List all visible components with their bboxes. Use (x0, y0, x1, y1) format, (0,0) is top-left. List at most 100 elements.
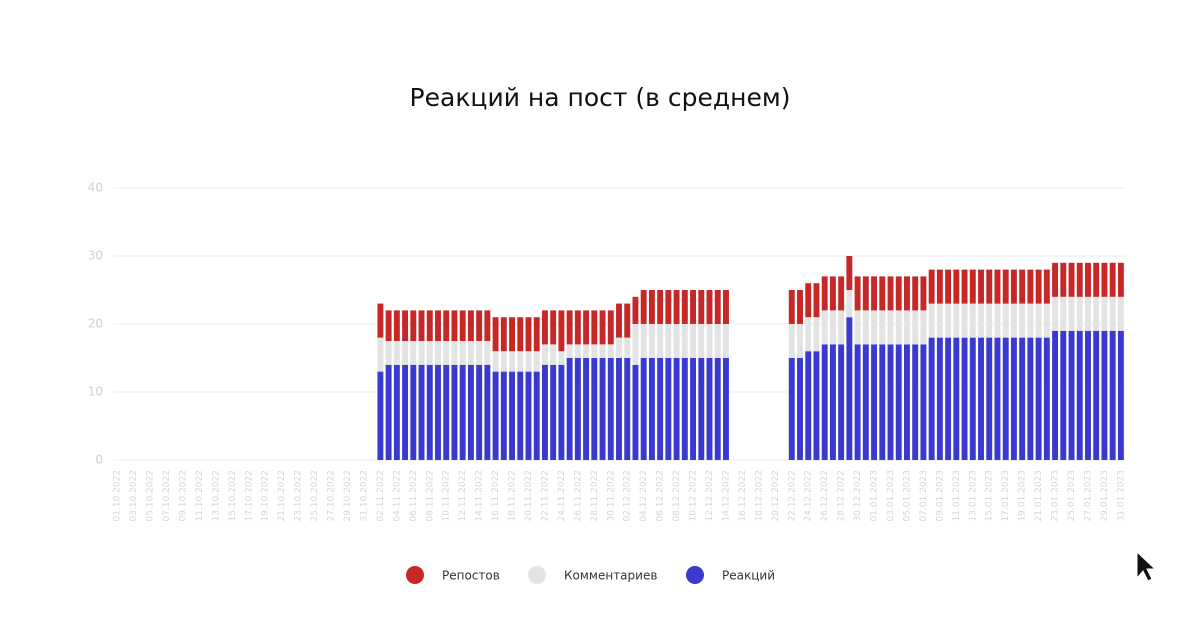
bar-segment (895, 310, 902, 345)
bar-segment (435, 310, 441, 341)
bar-segment (1085, 296, 1091, 331)
bar-segment (690, 358, 697, 460)
bar-segment (846, 290, 853, 318)
bar-segment (854, 276, 861, 311)
bar-segment (887, 310, 894, 345)
bar-segment (451, 310, 458, 341)
chart-title: Реакций на пост (в среднем) (410, 83, 791, 112)
bar-segment (558, 310, 565, 352)
bar-segment (829, 344, 836, 460)
bar-segment (566, 310, 573, 345)
bar-segment (871, 276, 878, 311)
bar-segment (961, 269, 968, 304)
bar-segment (484, 341, 491, 365)
x-tick-label: 13.01.2023 (968, 470, 978, 522)
bar-segment (550, 344, 557, 365)
bar-segment (953, 337, 960, 460)
bar-segment (1093, 330, 1100, 460)
bar-segment (961, 303, 968, 338)
bar-segment (583, 344, 590, 358)
x-tick-label: 04.11.2022 (392, 470, 402, 522)
bar-segment (426, 364, 433, 460)
bar-segment (862, 310, 869, 345)
bar-segment (986, 337, 993, 460)
bar-segment (1035, 337, 1042, 460)
bar-segment (1010, 337, 1017, 460)
bar-segment (1068, 262, 1075, 297)
x-tick-label: 29.01.2023 (1100, 470, 1110, 522)
x-tick-label: 21.10.2022 (277, 470, 287, 522)
bar-segment (673, 358, 680, 460)
bar-segment (459, 364, 466, 460)
bar-segment (648, 358, 655, 460)
bar-segment (484, 364, 491, 460)
x-tick-label: 20.11.2022 (524, 470, 534, 522)
bar-segment (533, 317, 540, 352)
y-tick-label: 20 (88, 317, 103, 331)
bar-segment (994, 303, 1001, 338)
bar-segment (1043, 269, 1050, 304)
x-tick-label: 10.11.2022 (442, 470, 452, 522)
bar-segment (517, 371, 524, 460)
x-tick-label: 12.12.2022 (705, 470, 715, 522)
bar-segment (978, 303, 984, 338)
bar-segment (788, 290, 795, 324)
x-tick-label: 31.10.2022 (359, 470, 369, 522)
x-tick-label: 03.01.2023 (886, 470, 896, 522)
bar-segment (484, 310, 491, 341)
bar-segment (435, 364, 441, 460)
bar-segment (978, 269, 984, 304)
bar-segment (435, 341, 441, 365)
legend-label: Комментариев (564, 569, 657, 583)
x-tick-label: 01.01.2023 (870, 470, 880, 522)
x-tick-label: 17.10.2022 (244, 470, 254, 522)
x-tick-label: 17.01.2023 (1001, 470, 1011, 522)
bar-segment (895, 344, 902, 460)
bar-segment (451, 364, 458, 460)
x-tick-label: 06.12.2022 (656, 470, 666, 522)
bar-segment (714, 324, 721, 358)
x-tick-label: 02.11.2022 (376, 470, 386, 522)
bar-segment (500, 351, 507, 372)
bar-segment (1019, 303, 1026, 338)
bar-segment (912, 276, 919, 311)
x-tick-label: 16.11.2022 (491, 470, 501, 522)
bar-segment (1060, 262, 1067, 297)
bar-segment (1052, 262, 1059, 297)
bar-segment (525, 317, 532, 352)
bar-segment (986, 269, 993, 304)
bar-segment (1052, 330, 1059, 460)
x-tick-label: 30.11.2022 (606, 470, 616, 522)
bar-segment (788, 324, 795, 358)
bar-segment (1019, 269, 1026, 304)
bar-segment (994, 269, 1001, 304)
bar-segment (632, 296, 639, 324)
x-tick-label: 28.12.2022 (837, 470, 847, 522)
bar-segment (640, 290, 647, 324)
bar-segment (879, 344, 886, 460)
bar-segment (476, 364, 483, 460)
bar-segment (862, 276, 869, 311)
bar-segment (928, 337, 935, 460)
bar-segment (945, 303, 952, 338)
bar-segment (500, 317, 507, 352)
bar-segment (1093, 296, 1100, 331)
y-tick-label: 10 (88, 385, 103, 399)
bar-segment (377, 337, 384, 372)
bar-segment (1027, 303, 1034, 338)
bar-segment (714, 290, 721, 324)
x-tick-label: 22.12.2022 (787, 470, 797, 522)
bar-segment (1052, 296, 1059, 331)
bar-segment (616, 337, 622, 358)
bar-segment (640, 324, 647, 358)
bar-segment (443, 341, 450, 365)
bar-segment (393, 364, 400, 460)
bar-segment (953, 303, 960, 338)
bar-segment (1101, 262, 1108, 297)
bar-segment (706, 290, 713, 324)
bar-segment (591, 358, 598, 460)
bar-segment (509, 317, 516, 352)
legend-swatch (406, 566, 424, 584)
bar-segment (1076, 262, 1083, 297)
